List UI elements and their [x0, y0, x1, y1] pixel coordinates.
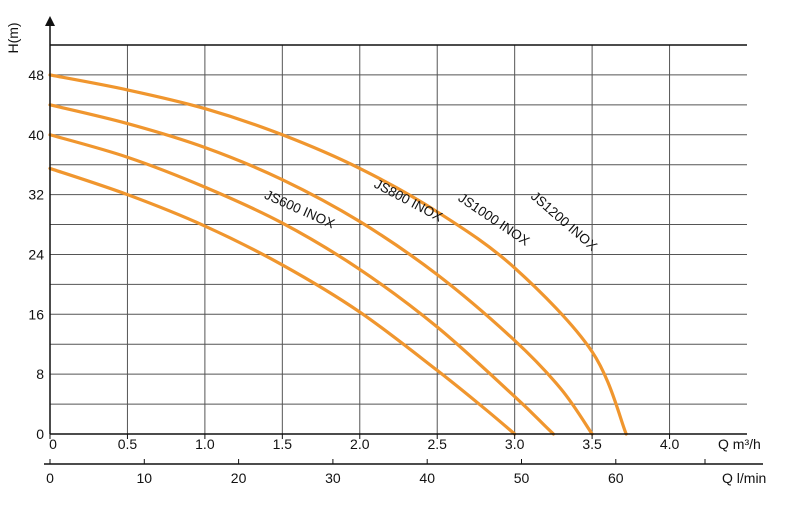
x-tick-label: 1.0	[195, 436, 215, 452]
y-tick-label: 0	[36, 426, 44, 442]
y-tick-label: 48	[28, 67, 44, 83]
y-tick-label: 32	[28, 187, 44, 203]
x2-tick-label: 40	[419, 470, 435, 486]
x2-tick-label: 20	[231, 470, 247, 486]
x2-tick-label: 30	[325, 470, 341, 486]
x2-tick-label: 10	[137, 470, 153, 486]
y-axis-label: H(m)	[5, 22, 21, 53]
x2-tick-label: 60	[608, 470, 624, 486]
y-tick-label: 40	[28, 127, 44, 143]
y-axis-arrow	[45, 16, 55, 26]
x-tick-label: 4.0	[660, 436, 680, 452]
series-line	[48, 133, 555, 436]
series-label: JS1000 INOX	[456, 190, 533, 249]
series-line	[48, 73, 628, 436]
series-line	[48, 103, 594, 436]
y-tick-label: 24	[28, 246, 44, 262]
x2-tick-label: 0	[46, 470, 54, 486]
x-tick-label: 3.5	[582, 436, 602, 452]
curves	[48, 73, 628, 436]
x-tick-label: 3.0	[505, 436, 525, 452]
x-tick-label: 2.0	[350, 436, 370, 452]
x-tick-label: 2.5	[427, 436, 447, 452]
y-tick-label: 16	[28, 306, 44, 322]
x2-tick-label: 50	[514, 470, 530, 486]
x-axis-label-lmin: Q l/min	[722, 470, 766, 486]
x-axis-label-m3h: Q m³/h	[718, 436, 761, 452]
y-tick-label: 8	[36, 366, 44, 382]
axes	[44, 16, 763, 465]
series-label: JS800 INOX	[372, 176, 445, 224]
tick-labels: 0 8 16 24 32 40 48 0 0.5 1.0 1.5 2.0 2.5 3.0 3.5 4.0 0 10…	[28, 67, 679, 486]
series-line	[48, 166, 517, 436]
x-tick-label: 1.5	[273, 436, 293, 452]
grid	[50, 44, 747, 434]
series-label: JS1200 INOX	[528, 188, 600, 253]
x-tick-label: 0.5	[118, 436, 138, 452]
x-tick-label: 0	[49, 436, 57, 452]
